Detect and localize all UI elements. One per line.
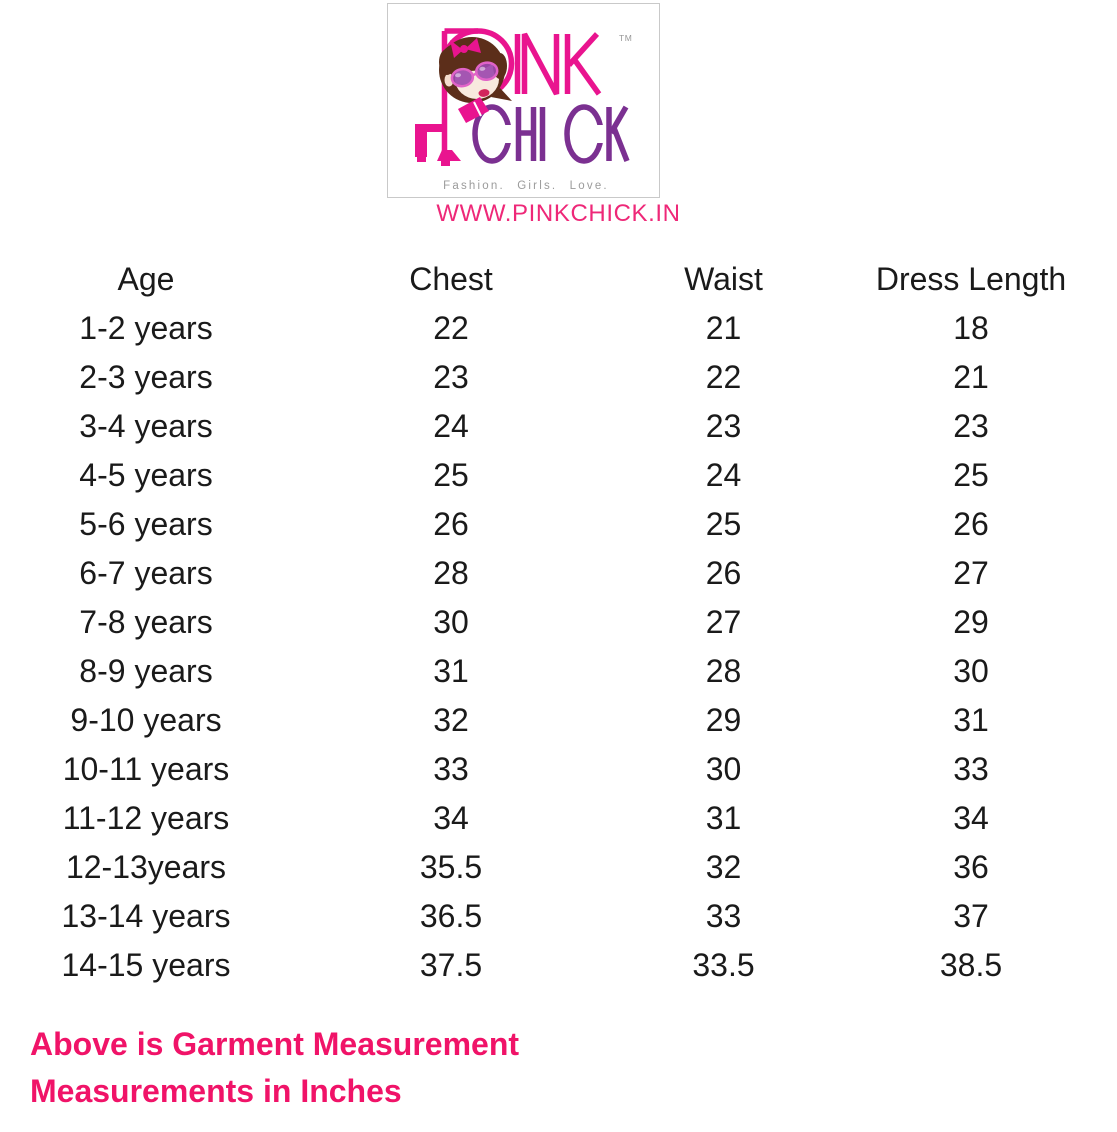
- age-cell: 12-13years: [65, 849, 227, 885]
- letter-c-openings: [504, 125, 604, 143]
- measurement-cell: 27: [953, 555, 989, 591]
- hair-dryer-icon: [458, 97, 489, 123]
- measurement-cell: 25: [433, 457, 469, 493]
- col-header-waist: Waist: [684, 261, 763, 297]
- measurement-cell: 27: [705, 604, 742, 640]
- age-cell: 6-7 years: [79, 555, 213, 591]
- measurement-cell: 36.5: [419, 898, 483, 934]
- age-cell: 13-14 years: [61, 898, 231, 934]
- table-row: 8-9 years 31 28 30: [6, 647, 1111, 696]
- hair-flick: [491, 88, 512, 101]
- age-cell: 3-4 years: [79, 408, 213, 444]
- measurement-cell: 31: [953, 702, 989, 738]
- measurement-notes: Above is Garment Measurement Measurement…: [30, 1021, 519, 1115]
- age-cell: 5-6 years: [79, 506, 213, 542]
- size-table: Age Chest Waist Dress Length 1-2 years 22…: [6, 255, 1111, 990]
- measurement-cell: 37: [953, 898, 989, 934]
- table-row: 12-13years 35.5 32 36: [6, 843, 1111, 892]
- measurement-cell: 32: [433, 702, 469, 738]
- measurement-cell: 28: [705, 653, 742, 689]
- size-table-body: 1-2 years 22 21 18 2-3 years 23 22 21 3-4 years 2…: [6, 304, 1111, 990]
- table-row: 13-14 years 36.5 33 37: [6, 892, 1111, 941]
- measurement-cell: 31: [433, 653, 469, 689]
- measurement-cell: 25: [705, 506, 742, 542]
- measurement-cell: 28: [433, 555, 469, 591]
- table-row: 2-3 years 23 22 21: [6, 353, 1111, 402]
- girl-face: [439, 37, 512, 103]
- trademark-text: TM: [619, 33, 632, 43]
- table-row: 3-4 years 24 23 23: [6, 402, 1111, 451]
- measurement-cell: 33.5: [692, 947, 755, 983]
- measurement-cell: 23: [705, 408, 742, 444]
- measurement-cell: 32: [705, 849, 742, 885]
- age-cell: 1-2 years: [79, 310, 213, 346]
- note-line-1: Above is Garment Measurement: [30, 1026, 520, 1062]
- table-row: 1-2 years 22 21 18: [6, 304, 1111, 353]
- measurement-cell: 26: [705, 555, 742, 591]
- measurement-cell: 26: [953, 506, 989, 542]
- measurement-cell: 35.5: [419, 849, 483, 885]
- measurement-cell: 24: [433, 408, 469, 444]
- measurement-cell: 23: [433, 359, 469, 395]
- measurement-cell: 38.5: [939, 947, 1003, 983]
- measurement-cell: 37.5: [419, 947, 483, 983]
- measurement-cell: 26: [433, 506, 469, 542]
- logo-chick-text: [472, 104, 630, 164]
- measurement-cell: 21: [705, 310, 742, 346]
- age-cell: 9-10 years: [70, 702, 222, 738]
- age-cell: 8-9 years: [79, 653, 213, 689]
- measurement-cell: 18: [953, 310, 989, 346]
- col-header-chest: Chest: [409, 261, 493, 297]
- measurement-cell: 33: [953, 751, 989, 787]
- measurement-cell: 30: [433, 604, 469, 640]
- table-row: 6-7 years 28 26 27: [6, 549, 1111, 598]
- measurement-cell: 33: [705, 898, 742, 934]
- table-row: 14-15 years 37.5 33.5 38.5: [6, 941, 1111, 990]
- logo-tagline: Fashion. Girls. Love.: [443, 180, 609, 192]
- table-header-row: Age Chest Waist Dress Length: [6, 255, 1111, 304]
- measurement-cell: 23: [953, 408, 989, 444]
- measurement-cell: 29: [953, 604, 989, 640]
- measurement-cell: 31: [705, 800, 742, 836]
- hair-side-left: [439, 49, 455, 75]
- age-cell: 11-12 years: [62, 800, 230, 836]
- dryer-stand-base: [437, 150, 461, 166]
- brand-logo-icon: TM Fashion. Girls. Love.: [415, 28, 632, 192]
- measurement-cell: 34: [953, 800, 989, 836]
- table-row: 5-6 years 26 25 26: [6, 500, 1111, 549]
- col-header-age: Age: [117, 261, 175, 297]
- hair-bow-icon: [450, 38, 481, 58]
- measurement-cell: 30: [705, 751, 742, 787]
- measurement-cell: 30: [953, 653, 989, 689]
- brand-logo-box: TM Fashion. Girls. Love.: [387, 3, 660, 198]
- sunglasses-icon: [450, 61, 499, 88]
- measurement-cell: 21: [953, 359, 989, 395]
- table-row: 11-12 years 34 31 34: [6, 794, 1111, 843]
- measurement-cell: 25: [953, 457, 989, 493]
- col-header-dress-length: Dress Length: [875, 261, 1067, 297]
- measurement-cell: 29: [705, 702, 742, 738]
- salon-chair-icon: [415, 124, 442, 162]
- age-cell: 10-11 years: [62, 751, 230, 787]
- table-row: 4-5 years 25 24 25: [6, 451, 1111, 500]
- lips: [478, 89, 490, 97]
- measurement-cell: 22: [705, 359, 742, 395]
- age-cell: 14-15 years: [61, 947, 231, 983]
- note-line-2: Measurements in Inches: [30, 1073, 402, 1109]
- age-cell: 2-3 years: [79, 359, 213, 395]
- table-row: 10-11 years 33 30 33: [6, 745, 1111, 794]
- age-cell: 4-5 years: [79, 457, 213, 493]
- table-row: 9-10 years 32 29 31: [6, 696, 1111, 745]
- table-row: 7-8 years 30 27 29: [6, 598, 1111, 647]
- measurement-cell: 36: [953, 849, 989, 885]
- measurement-cell: 24: [705, 457, 742, 493]
- age-cell: 7-8 years: [79, 604, 213, 640]
- measurement-cell: 33: [433, 751, 469, 787]
- measurement-cell: 34: [433, 800, 469, 836]
- measurement-cell: 22: [433, 310, 469, 346]
- website-url: WWW.PINKCHICK.IN: [436, 200, 681, 227]
